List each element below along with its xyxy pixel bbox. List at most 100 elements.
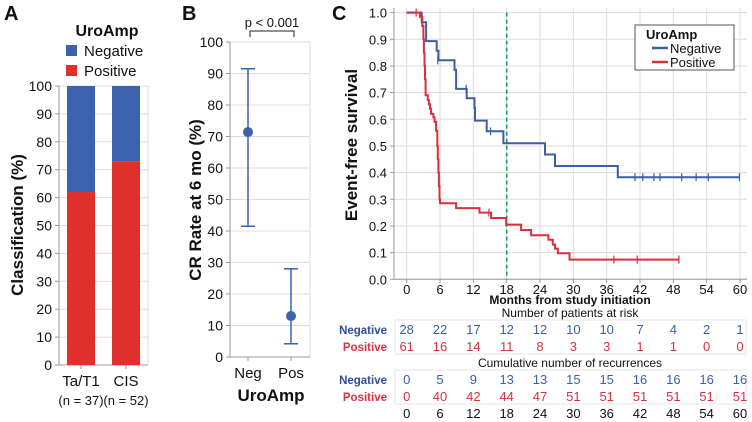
- y-tick-label: 10: [207, 318, 223, 334]
- table-cell: 13: [499, 372, 513, 387]
- table-cell: 9: [470, 372, 477, 387]
- y-axis-title: Classification (%): [8, 154, 27, 296]
- panel-label-b: B: [182, 3, 196, 25]
- x-tick-label: 0: [403, 282, 410, 297]
- table-time-label: 42: [633, 406, 647, 421]
- table-cell: 51: [599, 389, 613, 404]
- table-cell: 5: [436, 372, 443, 387]
- x-tick-label: Pos: [278, 365, 304, 382]
- y-tick-label: 0: [44, 357, 52, 373]
- table-cell: 7: [636, 322, 643, 337]
- table-cell: 1: [670, 339, 677, 354]
- table-time-label: 60: [733, 406, 747, 421]
- y-tick-label: 80: [207, 97, 223, 113]
- x-axis-title: UroAmp: [237, 386, 304, 405]
- x-tick-label: 30: [566, 282, 580, 297]
- table-cell: 15: [566, 372, 580, 387]
- table-cell: 8: [536, 339, 543, 354]
- data-point: [286, 311, 296, 322]
- recurrence-title: Cumulative number of recurrences: [478, 356, 662, 370]
- table-cell: 12: [533, 322, 547, 337]
- y-tick-label: 0.0: [369, 272, 387, 287]
- y-tick-label: 70: [36, 162, 52, 178]
- bar-negative: [67, 86, 95, 193]
- y-tick-label: 0.4: [369, 166, 387, 181]
- significance-bracket: [249, 30, 295, 37]
- recurrence-frame: [394, 369, 747, 405]
- y-tick-label: 60: [36, 190, 52, 206]
- y-tick-label: 50: [207, 192, 223, 208]
- table-time-label: 18: [499, 406, 513, 421]
- y-tick-label: 40: [207, 223, 223, 239]
- y-tick-label: 60: [207, 160, 223, 176]
- table-time-label: 48: [666, 406, 680, 421]
- legend-swatch-negative: [66, 45, 77, 56]
- row-label-negative: Negative: [339, 325, 387, 337]
- table-cell: 13: [533, 372, 547, 387]
- table-cell: 0: [403, 372, 410, 387]
- y-tick-label: 70: [207, 129, 223, 145]
- table-cell: 51: [633, 389, 647, 404]
- y-tick-label: 90: [207, 66, 223, 82]
- table-cell: 0: [403, 389, 410, 404]
- y-axis-title: Event-free survival: [342, 69, 361, 221]
- y-tick-label: 90: [36, 106, 52, 122]
- y-tick-label: 20: [207, 286, 223, 302]
- table-cell: 51: [733, 389, 747, 404]
- table-cell: 16: [699, 372, 713, 387]
- legend-label-negative: Negative: [84, 43, 143, 60]
- table-cell: 0: [703, 339, 710, 354]
- table-time-label: 30: [566, 406, 580, 421]
- table-cell: 16: [633, 372, 647, 387]
- table-cell: 16: [666, 372, 680, 387]
- row-label-positive: Positive: [343, 342, 387, 354]
- y-tick-label: 30: [36, 273, 52, 289]
- table-cell: 16: [433, 339, 447, 354]
- legend-label-positive: Positive: [670, 55, 716, 70]
- x-tick-label: 18: [499, 282, 513, 297]
- bar-negative: [112, 86, 140, 162]
- y-tick-label: 50: [36, 218, 52, 234]
- x-tick-label: 24: [533, 282, 547, 297]
- table-cell: 11: [500, 339, 514, 354]
- bar-positive: [67, 192, 95, 365]
- x-tick-label: 6: [436, 282, 443, 297]
- y-tick-label: 0.6: [369, 112, 387, 127]
- legend-box: [634, 24, 735, 71]
- y-tick-label: 0.9: [369, 32, 387, 47]
- data-point: [243, 127, 253, 138]
- risk-table: Number of patients at risk Cumulative num…: [339, 306, 747, 421]
- survival-curve-positive: [406, 11, 679, 261]
- table-time-label: 54: [699, 406, 713, 421]
- legend-swatch-positive: [66, 65, 77, 76]
- table-cell: 28: [399, 322, 413, 337]
- y-tick-label: 100: [29, 78, 53, 94]
- y-tick-label: 100: [200, 34, 224, 50]
- y-tick-label: 0.5: [369, 139, 387, 154]
- panel-label-c: C: [332, 3, 346, 25]
- y-tick-label: 1.0: [369, 6, 387, 21]
- legend-label-negative: Negative: [670, 41, 721, 56]
- category-sublabel: (n = 37): [58, 393, 103, 408]
- legend-title: UroAmp: [75, 23, 138, 40]
- x-tick-label: 54: [699, 282, 713, 297]
- table-time-label: 0: [403, 406, 410, 421]
- table-cell: 51: [699, 389, 713, 404]
- y-tick-label: 0.8: [369, 59, 387, 74]
- table-time-label: 12: [466, 406, 480, 421]
- y-axis-title: CR Rate at 6 mo (%): [186, 119, 205, 281]
- table-cell: 3: [603, 339, 610, 354]
- table-cell: 10: [599, 322, 613, 337]
- table-cell: 22: [433, 322, 447, 337]
- bar-positive: [112, 161, 140, 365]
- table-cell: 1: [636, 339, 643, 354]
- y-tick-label: 0.1: [369, 246, 387, 261]
- y-tick-label: 30: [207, 255, 223, 271]
- y-tick-label: 10: [36, 329, 52, 345]
- x-tick-label: CIS: [113, 373, 138, 390]
- table-time-label: 24: [533, 406, 547, 421]
- panel-c: C0.00.10.20.30.40.50.60.70.80.91.00 6 12 18…: [332, 3, 747, 421]
- survival-curve-negative: [406, 11, 740, 179]
- y-tick-label: 20: [36, 301, 52, 317]
